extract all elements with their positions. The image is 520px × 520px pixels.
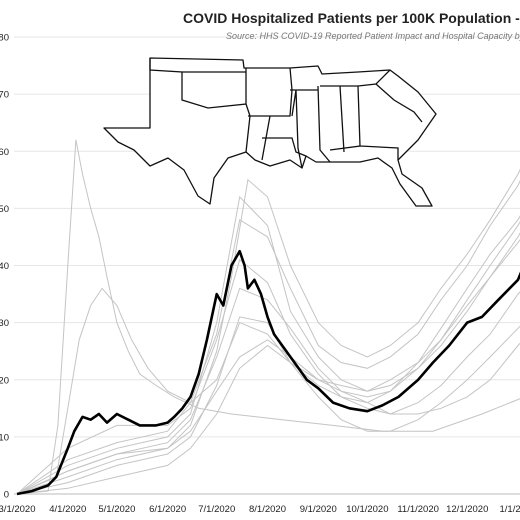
south-region-map bbox=[103, 57, 437, 207]
x-tick-label: 3/1/2020 bbox=[0, 504, 35, 515]
y-tick-label: 60 bbox=[0, 147, 9, 158]
x-tick-label: 1/1/2021 bbox=[500, 504, 520, 515]
x-tick-label: 6/1/2020 bbox=[149, 504, 186, 515]
state-series-line-1 bbox=[16, 139, 520, 495]
map-state-borders bbox=[149, 58, 423, 169]
y-tick-label: 10 bbox=[0, 432, 9, 443]
y-tick-label: 50 bbox=[0, 204, 9, 215]
chart-title: COVID Hospitalized Patients per 100K Pop… bbox=[183, 10, 520, 26]
x-tick-label: 8/1/2020 bbox=[249, 504, 286, 515]
map-region-outline bbox=[103, 57, 437, 207]
gridlines bbox=[14, 36, 520, 495]
region-series bbox=[16, 249, 520, 496]
y-tick-label: 40 bbox=[0, 261, 9, 272]
y-tick-label: 30 bbox=[0, 318, 9, 329]
x-tick-label: 7/1/2020 bbox=[198, 504, 235, 515]
state-series-line-9 bbox=[16, 195, 520, 495]
state-series-line-2 bbox=[16, 221, 520, 495]
state-series-line-3 bbox=[16, 168, 520, 495]
x-tick-label: 9/1/2020 bbox=[300, 504, 337, 515]
state-series-line-10 bbox=[16, 215, 520, 495]
x-tick-label: 5/1/2020 bbox=[98, 504, 135, 515]
y-tick-label: 0 bbox=[4, 490, 9, 501]
x-tick-label: 12/1/2020 bbox=[446, 504, 488, 515]
x-tick-label: 11/1/2020 bbox=[397, 504, 439, 515]
state-series bbox=[16, 139, 520, 495]
y-tick-labels: 0 10 20 30 40 50 60 70 80 bbox=[0, 33, 9, 501]
state-series-line-6 bbox=[16, 232, 520, 495]
state-series-line-8 bbox=[16, 316, 520, 495]
y-tick-label: 70 bbox=[0, 90, 9, 101]
y-tick-label: 20 bbox=[0, 375, 9, 386]
x-tick-label: 10/1/2020 bbox=[346, 504, 388, 515]
x-tick-label: 4/1/2020 bbox=[49, 504, 86, 515]
chart-subtitle: Source: HHS COVID-19 Reported Patient Im… bbox=[226, 31, 520, 41]
y-tick-label: 80 bbox=[0, 33, 9, 44]
x-tick-labels: 3/1/2020 4/1/2020 5/1/2020 6/1/2020 7/1/2020… bbox=[0, 504, 520, 515]
state-series-line-7 bbox=[16, 287, 520, 495]
region-series-line bbox=[16, 249, 520, 496]
state-series-line-4 bbox=[16, 180, 520, 495]
state-series-line-5 bbox=[16, 258, 520, 495]
